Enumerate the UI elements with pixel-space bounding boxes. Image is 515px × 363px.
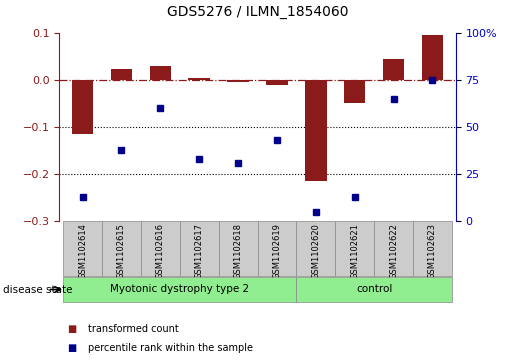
Text: GSM1102618: GSM1102618 [234, 223, 243, 279]
FancyBboxPatch shape [180, 221, 219, 276]
Text: GSM1102621: GSM1102621 [350, 223, 359, 279]
FancyBboxPatch shape [296, 277, 452, 302]
FancyBboxPatch shape [63, 277, 296, 302]
FancyBboxPatch shape [258, 221, 296, 276]
Text: ■: ■ [67, 343, 76, 354]
Text: GSM1102616: GSM1102616 [156, 223, 165, 279]
Text: GSM1102623: GSM1102623 [428, 223, 437, 279]
Text: GSM1102620: GSM1102620 [311, 223, 320, 279]
Text: GSM1102614: GSM1102614 [78, 223, 87, 279]
FancyBboxPatch shape [335, 221, 374, 276]
Bar [72, 80, 93, 134]
Text: transformed count: transformed count [88, 323, 178, 334]
Bar [227, 80, 249, 82]
Text: GDS5276 / ILMN_1854060: GDS5276 / ILMN_1854060 [167, 5, 348, 20]
Text: ■: ■ [67, 323, 76, 334]
Bar [188, 78, 210, 80]
Bar [422, 35, 443, 80]
Text: disease state: disease state [3, 285, 72, 295]
Text: GSM1102615: GSM1102615 [117, 223, 126, 279]
FancyBboxPatch shape [374, 221, 413, 276]
Text: control: control [356, 284, 392, 294]
Bar [344, 80, 365, 102]
Text: Myotonic dystrophy type 2: Myotonic dystrophy type 2 [110, 284, 249, 294]
Bar [111, 69, 132, 80]
Bar [150, 66, 171, 80]
Text: percentile rank within the sample: percentile rank within the sample [88, 343, 252, 354]
Bar [305, 80, 327, 181]
FancyBboxPatch shape [413, 221, 452, 276]
Text: GSM1102617: GSM1102617 [195, 223, 204, 279]
Text: GSM1102622: GSM1102622 [389, 223, 398, 279]
Bar [266, 80, 288, 85]
FancyBboxPatch shape [219, 221, 258, 276]
Bar [383, 58, 404, 80]
Text: GSM1102619: GSM1102619 [272, 223, 281, 279]
FancyBboxPatch shape [296, 221, 335, 276]
FancyBboxPatch shape [63, 221, 102, 276]
FancyBboxPatch shape [141, 221, 180, 276]
FancyBboxPatch shape [102, 221, 141, 276]
